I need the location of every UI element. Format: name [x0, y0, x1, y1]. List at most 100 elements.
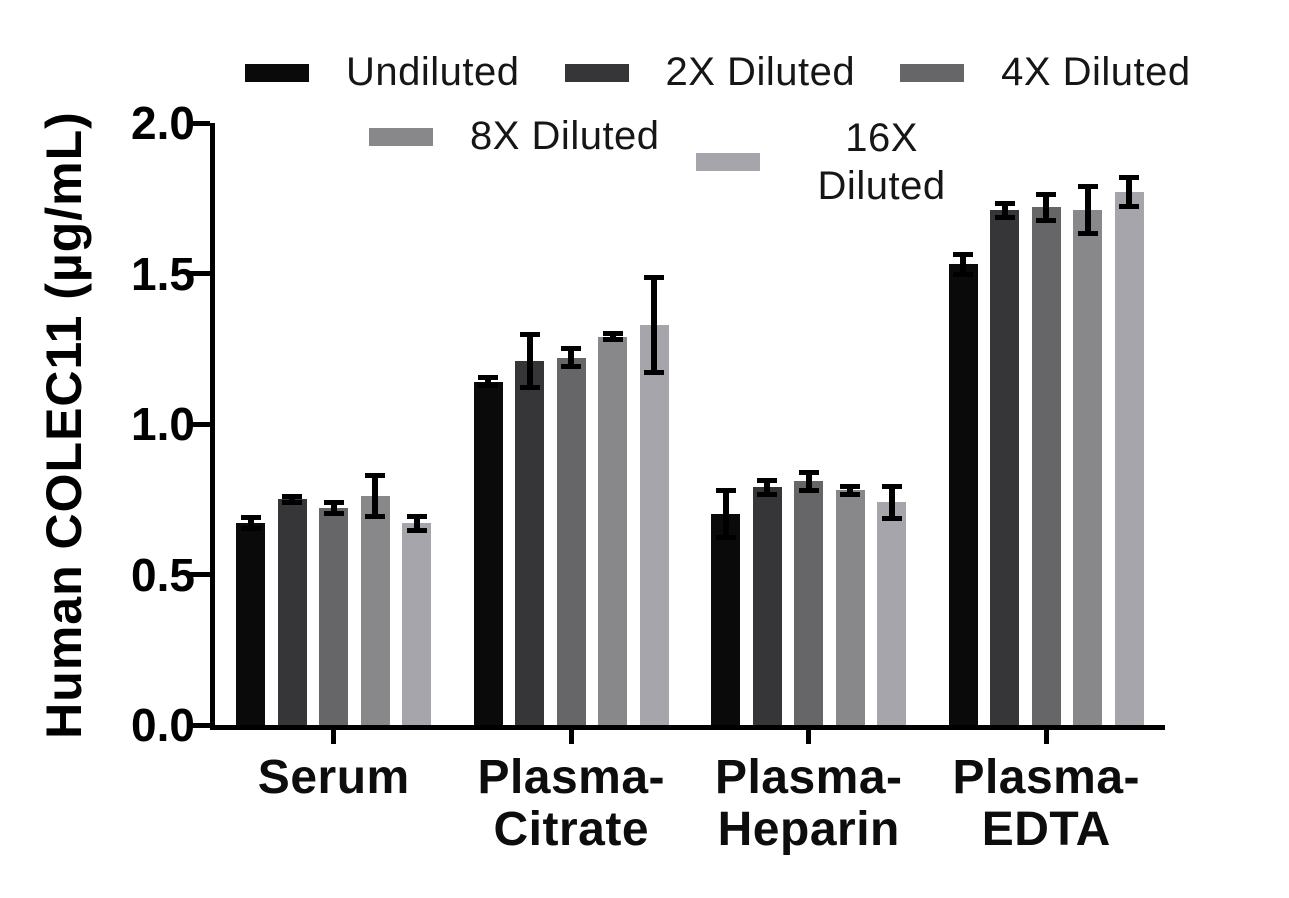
error-bar: [1126, 177, 1133, 208]
bar: [360, 496, 390, 725]
error-bar-cap: [994, 200, 1015, 206]
y-tick-label: 1.0: [131, 398, 195, 450]
bar: [1073, 210, 1103, 725]
error-bar: [609, 333, 616, 341]
error-bar-cap: [953, 272, 974, 277]
error-bar: [1001, 202, 1008, 218]
error-bar-cap: [1077, 184, 1098, 190]
error-bar-cap: [798, 487, 819, 493]
legend-label: 8X Diluted: [470, 114, 660, 158]
error-bar-cap: [365, 514, 386, 520]
error-bar: [960, 253, 967, 275]
legend-label: Undiluted: [346, 50, 520, 94]
error-bar: [289, 495, 296, 503]
bar: [877, 502, 907, 725]
chart-legend-row-1: Undiluted 2X Diluted 4X Diluted: [245, 50, 1191, 95]
error-bar: [413, 515, 420, 531]
error-bar: [330, 502, 337, 515]
bar: [1114, 192, 1144, 725]
y-axis-tick: [189, 421, 210, 427]
legend-label: 4X Diluted: [1001, 50, 1191, 94]
bar: [556, 357, 586, 725]
bar: [948, 264, 978, 725]
error-bar-cap: [240, 526, 261, 532]
bar: [752, 487, 782, 725]
legend-swatch: [900, 63, 965, 82]
error-bar-cap: [478, 383, 499, 389]
y-tick-label: 2.0: [131, 97, 195, 149]
error-bar-cap: [715, 488, 736, 494]
error-bar-cap: [881, 483, 902, 489]
chart-legend-row-2: 8X Diluted 16X Diluted: [369, 114, 967, 210]
error-bar-cap: [519, 331, 540, 337]
bar: [990, 210, 1020, 725]
legend-swatch: [245, 63, 309, 82]
error-bar-cap: [323, 500, 344, 506]
error-bar-cap: [561, 346, 582, 352]
bar: [598, 336, 628, 725]
x-axis-tick: [568, 725, 574, 744]
error-bar-cap: [323, 511, 344, 517]
error-bar: [1084, 186, 1091, 235]
y-tick-label: 0.0: [131, 699, 195, 751]
error-bar: [485, 377, 492, 387]
legend-item: Undiluted: [245, 50, 520, 95]
error-bar-cap: [1036, 191, 1057, 197]
error-bar-cap: [994, 214, 1015, 220]
legend-label: 16X Diluted: [817, 116, 946, 208]
error-bar: [526, 333, 533, 388]
error-bar-cap: [602, 331, 623, 337]
error-bar-cap: [1119, 204, 1140, 210]
legend-label: 2X Diluted: [665, 50, 856, 94]
error-bar-cap: [365, 473, 386, 479]
error-bar-cap: [282, 493, 303, 499]
error-bar-cap: [757, 477, 778, 483]
category-label: Plasma- EDTA: [952, 751, 1141, 856]
error-bar: [805, 471, 812, 491]
y-axis-title: Human COLEC11 (µg/mL): [36, 111, 92, 739]
category-label: Plasma- Citrate: [477, 751, 666, 856]
error-bar: [247, 517, 254, 530]
error-bar-cap: [406, 527, 427, 533]
y-axis-tick: [189, 722, 210, 728]
bar: [473, 381, 503, 725]
bar: [402, 523, 432, 725]
legend-item: 16X Diluted: [695, 114, 967, 210]
error-bar-cap: [840, 491, 861, 497]
error-bar-cap: [406, 513, 427, 519]
error-bar-cap: [644, 274, 665, 280]
error-bar: [1043, 193, 1050, 221]
x-axis-tick: [1043, 725, 1049, 744]
error-bar-cap: [644, 369, 665, 375]
error-bar-cap: [519, 384, 540, 390]
bar: [639, 324, 669, 725]
y-tick-label: 0.5: [131, 548, 195, 601]
error-bar: [847, 485, 854, 495]
legend-swatch: [695, 153, 760, 171]
legend-swatch: [369, 127, 433, 146]
error-bar-cap: [715, 535, 736, 541]
error-bar-cap: [602, 337, 623, 343]
error-bar: [651, 276, 658, 373]
error-bar-cap: [282, 499, 303, 505]
error-bar-cap: [1077, 231, 1098, 237]
y-axis-tick: [189, 120, 210, 126]
y-axis-tick: [189, 271, 210, 276]
legend-item: 2X Diluted: [564, 50, 856, 95]
error-bar: [372, 475, 379, 518]
legend-item: 8X Diluted: [369, 114, 660, 159]
error-bar-cap: [240, 515, 261, 521]
x-axis-tick: [806, 725, 812, 744]
bar: [1031, 207, 1061, 725]
bar: [794, 481, 824, 725]
bar: [236, 523, 266, 725]
category-label: Plasma- Heparin: [714, 751, 903, 856]
error-bar: [888, 485, 895, 519]
bar: [515, 360, 545, 725]
error-bar-cap: [1036, 217, 1057, 223]
error-bar: [568, 348, 575, 368]
error-bar-cap: [881, 515, 902, 521]
error-bar-cap: [840, 483, 861, 489]
bar: [319, 508, 349, 725]
error-bar-cap: [798, 469, 819, 475]
